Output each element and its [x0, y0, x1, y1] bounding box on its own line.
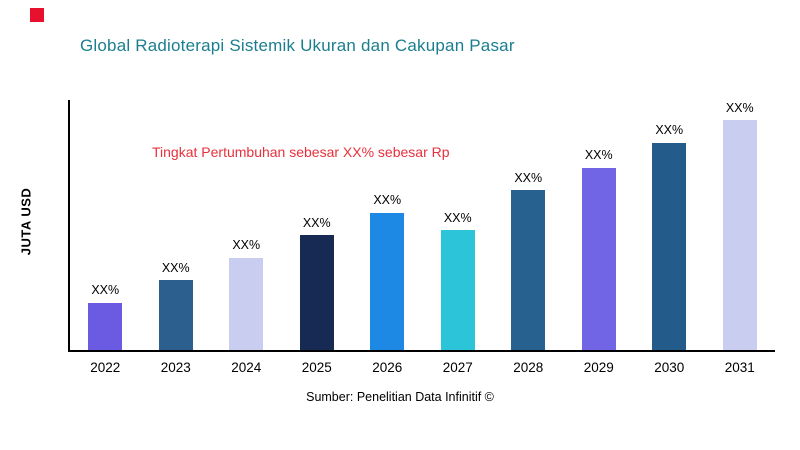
bar-2022	[88, 302, 123, 350]
x-tick-2031: 2031	[724, 360, 755, 375]
bar-value-label: XX%	[443, 210, 472, 225]
plot-area: Tingkat Pertumbuhan sebesar XX% sebesar …	[68, 100, 775, 352]
bar-column-2031: XX%	[705, 100, 776, 350]
bar-2025	[299, 235, 334, 350]
bar-value-label: XX%	[302, 215, 331, 230]
chart-title: Global Radioterapi Sistemik Ukuran dan C…	[80, 36, 515, 55]
bar-2029	[581, 167, 616, 350]
x-tick-2023: 2023	[160, 360, 191, 375]
bar-value-label: XX%	[584, 148, 613, 162]
bar-column-2024: XX%	[211, 100, 282, 350]
bar-column-2030: XX%	[634, 100, 705, 350]
bar-2028	[511, 190, 546, 350]
bar-series: XX% XX% XX% XX% XX% XX% XX% XX% XX% XX%	[70, 100, 775, 350]
bar-value-label: XX%	[725, 100, 754, 115]
bar-value-label: XX%	[514, 170, 543, 185]
x-tick-2024: 2024	[231, 360, 262, 375]
bar-value-label: XX%	[373, 193, 402, 207]
bar-2031	[722, 120, 757, 350]
bar-value-label: XX%	[232, 238, 261, 252]
x-tick-2029: 2029	[583, 360, 614, 375]
bar-value-label: XX%	[655, 123, 684, 137]
bar-2023	[158, 280, 193, 350]
bar-column-2025: XX%	[282, 100, 353, 350]
x-tick-2026: 2026	[372, 360, 403, 375]
brand-square-icon	[30, 8, 44, 22]
bar-value-label: XX%	[91, 283, 120, 297]
source-text: Sumber: Penelitian Data Infinitif ©	[306, 390, 494, 404]
bar-2030	[652, 142, 687, 350]
x-tick-2022: 2022	[90, 360, 121, 375]
bar-column-2023: XX%	[141, 100, 212, 350]
bar-column-2029: XX%	[564, 100, 635, 350]
x-axis-tick-labels: 2022 2023 2024 2025 2026 2027 2028 2029 2030 2031	[70, 360, 775, 380]
y-axis-label: JUTA USD	[18, 187, 34, 256]
bar-2026	[370, 212, 405, 350]
bar-column-2022: XX%	[70, 100, 141, 350]
growth-annotation: Tingkat Pertumbuhan sebesar XX% sebesar …	[152, 144, 450, 160]
x-tick-2030: 2030	[654, 360, 685, 375]
bar-column-2026: XX%	[352, 100, 423, 350]
bar-2027	[440, 230, 475, 350]
x-tick-2025: 2025	[301, 360, 332, 375]
bar-value-label: XX%	[161, 260, 190, 275]
bar-column-2027: XX%	[423, 100, 494, 350]
x-tick-2028: 2028	[513, 360, 544, 375]
bar-2024	[229, 257, 264, 350]
x-tick-2027: 2027	[442, 360, 473, 375]
bar-column-2028: XX%	[493, 100, 564, 350]
